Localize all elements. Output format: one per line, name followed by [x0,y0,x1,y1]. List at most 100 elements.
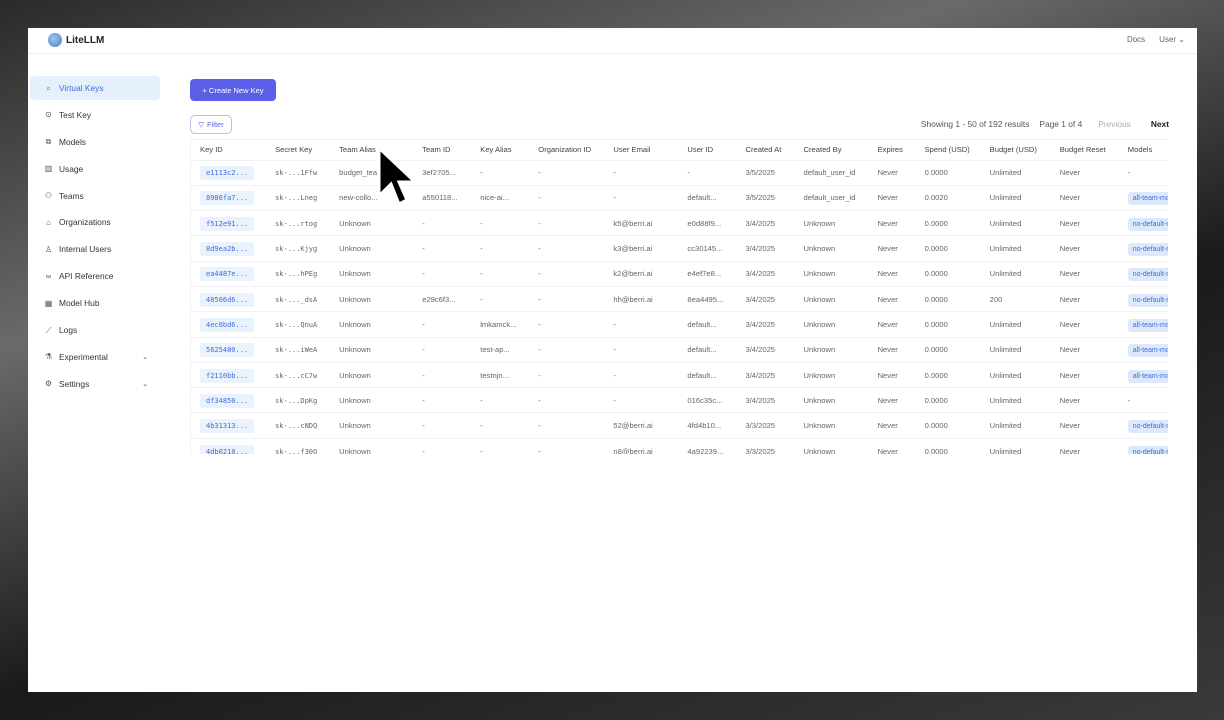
cell-text: 0.0000 [924,319,948,329]
column-header[interactable]: Secret Key [275,145,313,155]
cell-text: - [480,168,483,178]
column-header[interactable]: Budget Reset [1059,145,1106,155]
column-header[interactable]: Spend (USD) [924,145,970,155]
table-row[interactable]: 8986fa7... sk-...Lneg new-collo... a550118.… [191,184,1168,211]
column-header[interactable]: Created By [803,145,842,155]
cell-text: hh@berri.ai [613,294,653,304]
table-cell: 5625480... [191,336,267,363]
filter-button[interactable]: ▽ Filter [190,115,232,134]
sidebar-item-test-key[interactable]: ⊙ Test Key [30,103,160,127]
cell-text: Unknown [339,294,371,304]
sidebar-item-virtual-keys[interactable]: ⌕ Virtual Keys [30,76,160,100]
cell-text: Unknown [339,269,371,279]
table-row[interactable]: 4ec0bd6... sk-...QnuA Unknown - lmkamck... - -… [191,311,1168,338]
next-button[interactable]: Next [1150,119,1169,129]
key-id-button[interactable]: f512e91... [200,216,255,231]
cell-text: - [538,370,541,380]
table-row[interactable]: ea4487e... sk-...hPEg Unknown - - - k2@berri.a… [191,260,1168,287]
key-id-button[interactable]: df34850... [200,393,255,408]
column-header[interactable]: User Email [613,145,651,155]
key-id-button[interactable]: 8986fa7... [200,191,255,206]
table-row[interactable]: f2110bb... sk-...cC7w Unknown - testnjn... - -… [191,361,1168,388]
create-new-key-button[interactable]: + Create New Key [190,79,276,101]
table-cell: Unlimited [980,235,1051,262]
key-id-button[interactable]: 5625480... [200,343,255,358]
table-cell: - [678,159,737,186]
sidebar-item-settings[interactable]: ⚙ Settings ⌄ [30,372,160,396]
user-menu[interactable]: User ⌄ [1159,35,1185,44]
key-id-button[interactable]: e1113c2... [200,166,255,181]
column-header[interactable]: Key Alias [480,145,512,155]
cell-text: Never [877,168,898,178]
table-cell: Never [868,336,916,363]
key-id-button[interactable]: 4db0218... [200,444,255,454]
table-cell: 016c35c... [678,387,737,413]
table-cell: hh@berri.ai [604,285,679,312]
table-cell: 3/3/2025 [736,412,795,439]
sidebar-item-api-reference[interactable]: ∞ API Reference [30,264,160,288]
table-cell: - [413,336,472,363]
table-cell: default... [678,361,737,388]
table-cell: Never [868,159,916,186]
key-id-button[interactable]: 8d9ea2b... [200,242,255,257]
sidebar-item-experimental[interactable]: ⚗ Experimental ⌄ [30,345,160,369]
key-id-button[interactable]: ea4487e... [200,267,255,282]
cell-text: Unknown [339,218,371,228]
cell-text: Unlimited [989,193,1022,203]
filter-label: Filter [207,120,224,129]
table-cell: Unknown [330,235,414,262]
sidebar-item-models[interactable]: ⧉ Models [30,130,160,154]
top-bar: LiteLLM Docs User ⌄ [28,28,1197,54]
model-tag: no-default-models [1127,268,1168,282]
sidebar-item-usage[interactable]: ▥ Usage [30,157,160,181]
column-header[interactable]: Models [1127,145,1153,155]
table-cell: 3/5/2025 [736,159,795,186]
key-id-button[interactable]: f2110bb... [200,368,255,383]
table-row[interactable]: e1113c2... sk-...1Ffw budget_team 3ef2705..… [191,159,1168,186]
column-header[interactable]: Team ID [422,145,451,155]
chevron-down-icon[interactable]: ⌄ [142,353,148,361]
sidebar-item-model-hub[interactable]: ▦ Model Hub [30,291,160,315]
column-header[interactable]: Key ID [200,145,223,155]
cell-text: 3/4/2025 [745,319,776,329]
cell-text: Never [877,370,898,380]
column-header[interactable]: Team Alias [339,145,376,155]
cell-text: - [613,319,616,329]
column-header[interactable]: Expires [877,145,903,155]
cell-text: - [1127,395,1131,405]
cell-text: 0.0000 [924,244,948,254]
table-row[interactable]: 4b31313... sk-...cNDQ Unknown - - - 52@berri.a… [191,412,1168,439]
table-row[interactable]: 4db0218... sk-...f30Q Unknown - - - n8@berri.a… [191,437,1168,454]
table-cell: Unknown [794,235,869,262]
sidebar-item-internal-users[interactable]: ♙ Internal Users [30,237,160,261]
table-cell: 3/4/2025 [736,311,795,338]
previous-button[interactable]: Previous [1098,119,1131,129]
chevron-down-icon[interactable]: ⌄ [142,380,148,388]
table-cell: k2@berri.ai [604,260,679,287]
key-id-button[interactable]: 48506d6... [200,292,255,307]
column-header[interactable]: User ID [687,145,714,155]
table-cell: e1113c2... [191,159,267,186]
cell-text: Unlimited [989,446,1022,454]
table-cell: 0.0000 [915,387,981,413]
column-header[interactable]: Organization ID [538,145,592,155]
key-id-button[interactable]: 4b31313... [200,419,255,434]
docs-link[interactable]: Docs [1126,35,1146,44]
logo[interactable]: LiteLLM [48,33,104,47]
sidebar-item-logs[interactable]: ⟋ Logs [30,318,160,342]
secret-key: sk-...cNDQ [275,422,318,431]
sidebar-item-teams[interactable]: ⚇ Teams [30,184,160,208]
column-header[interactable]: Created At [745,145,782,155]
table-row[interactable]: 5625480... sk-...iWeA Unknown - test-ap... - -… [191,336,1168,363]
table-row[interactable]: f512e91... sk-...rtog Unknown - - - k5@berri.a… [191,210,1168,236]
cell-text: - [422,269,425,279]
column-header[interactable]: Budget (USD) [989,145,1037,155]
table-row[interactable]: 48506d6... sk-..._dsA Unknown e29c6f3... - - h… [191,285,1168,312]
sidebar-item-organizations[interactable]: ⌂ Organizations [30,210,160,234]
table-row[interactable]: df34850... sk-...DpKg Unknown - - - - 016c35c..… [191,387,1168,413]
key-id-button[interactable]: 4ec0bd6... [200,317,255,332]
table-cell: testnjn... [471,361,530,388]
cell-text: - [613,370,616,380]
table-cell: n8@berri.ai [604,437,679,454]
table-row[interactable]: 8d9ea2b... sk-...Kjyg Unknown - - - k3@berri.a… [191,235,1168,262]
